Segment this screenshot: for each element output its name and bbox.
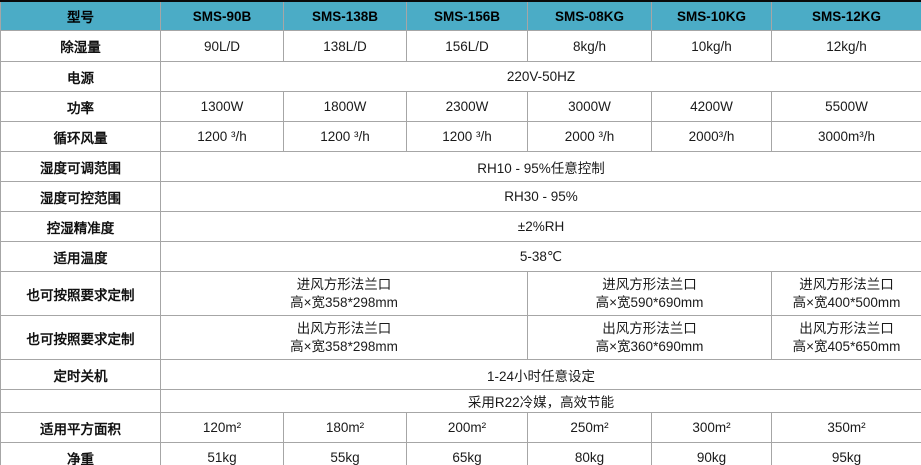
spec-cell: 出风方形法兰口 高×宽405*650mm — [771, 315, 921, 360]
spec-cell-merged: 出风方形法兰口 高×宽360*690mm — [527, 315, 772, 360]
header-model-sms-12kg: SMS-12KG — [771, 0, 921, 31]
spec-cell-merged: 5-38℃ — [160, 241, 921, 272]
row-humidity-adjust-range: 湿度可调范围 RH10 - 95%任意控制 — [0, 151, 921, 182]
spec-cell: 3000m³/h — [771, 121, 921, 152]
row-label: 适用温度 — [0, 241, 161, 272]
row-outlet-flange-custom: 也可按照要求定制 出风方形法兰口 高×宽358*298mm 出风方形法兰口 高×… — [0, 315, 921, 360]
row-label: 湿度可调范围 — [0, 151, 161, 182]
row-label: 循环风量 — [0, 121, 161, 152]
row-label: 净重 — [0, 442, 161, 465]
header-model-sms-156b: SMS-156B — [406, 0, 528, 31]
header-model-label: 型号 — [0, 0, 161, 31]
row-circulation-airflow: 循环风量 1200 ³/h 1200 ³/h 1200 ³/h 2000 ³/h… — [0, 121, 921, 152]
spec-cell-merged: 进风方形法兰口 高×宽358*298mm — [160, 271, 528, 316]
header-row: 型号 SMS-90B SMS-138B SMS-156B SMS-08KG SM… — [0, 0, 921, 31]
spec-cell: 95kg — [771, 442, 921, 465]
flange-type: 进风方形法兰口 — [602, 276, 697, 292]
spec-cell-merged: RH10 - 95%任意控制 — [160, 151, 921, 182]
spec-cell: 156L/D — [406, 30, 528, 62]
spec-cell: 1300W — [160, 91, 284, 122]
row-label: 除湿量 — [0, 30, 161, 62]
flange-type: 出风方形法兰口 — [602, 320, 697, 336]
spec-cell: 90L/D — [160, 30, 284, 62]
spec-cell: 2300W — [406, 91, 528, 122]
spec-cell: 1800W — [283, 91, 407, 122]
flange-size: 高×宽400*500mm — [792, 294, 901, 310]
spec-cell: 2000³/h — [651, 121, 772, 152]
row-label: 控湿精准度 — [0, 211, 161, 242]
row-refrigerant: 采用R22冷媒，高效节能 — [0, 389, 921, 413]
spec-cell: 90kg — [651, 442, 772, 465]
spec-cell: 2000 ³/h — [527, 121, 652, 152]
spec-cell: 4200W — [651, 91, 772, 122]
spec-cell: 1200 ³/h — [160, 121, 284, 152]
row-inlet-flange-custom: 也可按照要求定制 进风方形法兰口 高×宽358*298mm 进风方形法兰口 高×… — [0, 271, 921, 316]
header-model-sms-10kg: SMS-10KG — [651, 0, 772, 31]
row-label: 定时关机 — [0, 359, 161, 390]
row-coverage-area: 适用平方面积 120m² 180m² 200m² 250m² 300m² 350… — [0, 412, 921, 443]
spec-cell: 12kg/h — [771, 30, 921, 62]
spec-cell: 138L/D — [283, 30, 407, 62]
flange-type: 进风方形法兰口 — [799, 276, 894, 292]
row-power-supply: 电源 220V-50HZ — [0, 61, 921, 92]
row-operating-temperature: 适用温度 5-38℃ — [0, 241, 921, 272]
spec-cell: 5500W — [771, 91, 921, 122]
spec-cell: 8kg/h — [527, 30, 652, 62]
spec-cell: 进风方形法兰口 高×宽400*500mm — [771, 271, 921, 316]
row-timer-shutdown: 定时关机 1-24小时任意设定 — [0, 359, 921, 390]
flange-size: 高×宽358*298mm — [290, 294, 398, 310]
row-humidity-precision: 控湿精准度 ±2%RH — [0, 211, 921, 242]
row-label — [0, 389, 161, 413]
row-label: 功率 — [0, 91, 161, 122]
row-label: 适用平方面积 — [0, 412, 161, 443]
spec-cell-merged: 出风方形法兰口 高×宽358*298mm — [160, 315, 528, 360]
row-humidity-control-range: 湿度可控范围 RH30 - 95% — [0, 181, 921, 212]
spec-cell: 51kg — [160, 442, 284, 465]
row-label: 湿度可控范围 — [0, 181, 161, 212]
spec-cell: 350m² — [771, 412, 921, 443]
flange-size: 高×宽360*690mm — [595, 338, 704, 354]
flange-size: 高×宽358*298mm — [290, 338, 398, 354]
spec-cell: 10kg/h — [651, 30, 772, 62]
spec-cell-merged: 采用R22冷媒，高效节能 — [160, 389, 921, 413]
flange-type: 出风方形法兰口 — [296, 320, 392, 336]
row-dehumidification-capacity: 除湿量 90L/D 138L/D 156L/D 8kg/h 10kg/h 12k… — [0, 30, 921, 62]
flange-size: 高×宽405*650mm — [792, 338, 901, 354]
header-model-sms-138b: SMS-138B — [283, 0, 407, 31]
spec-cell: 1200 ³/h — [283, 121, 407, 152]
spec-cell: 65kg — [406, 442, 528, 465]
row-label: 电源 — [0, 61, 161, 92]
spec-cell: 1200 ³/h — [406, 121, 528, 152]
spec-cell-merged: RH30 - 95% — [160, 181, 921, 212]
spec-cell: 3000W — [527, 91, 652, 122]
spec-cell: 55kg — [283, 442, 407, 465]
spec-cell: 180m² — [283, 412, 407, 443]
spec-cell-merged: 1-24小时任意设定 — [160, 359, 921, 390]
spec-cell: 250m² — [527, 412, 652, 443]
row-net-weight: 净重 51kg 55kg 65kg 80kg 90kg 95kg — [0, 442, 921, 465]
row-power: 功率 1300W 1800W 2300W 3000W 4200W 5500W — [0, 91, 921, 122]
spec-cell-merged: 220V-50HZ — [160, 61, 921, 92]
spec-cell: 80kg — [527, 442, 652, 465]
header-model-sms-08kg: SMS-08KG — [527, 0, 652, 31]
flange-size: 高×宽590*690mm — [595, 294, 704, 310]
spec-cell: 120m² — [160, 412, 284, 443]
flange-type: 进风方形法兰口 — [296, 276, 392, 292]
spec-cell-merged: ±2%RH — [160, 211, 921, 242]
spec-cell: 200m² — [406, 412, 528, 443]
spec-cell: 300m² — [651, 412, 772, 443]
flange-type: 出风方形法兰口 — [799, 320, 894, 336]
spec-cell-merged: 进风方形法兰口 高×宽590*690mm — [527, 271, 772, 316]
row-label: 也可按照要求定制 — [0, 271, 161, 316]
row-label: 也可按照要求定制 — [0, 315, 161, 360]
header-model-sms-90b: SMS-90B — [160, 0, 284, 31]
